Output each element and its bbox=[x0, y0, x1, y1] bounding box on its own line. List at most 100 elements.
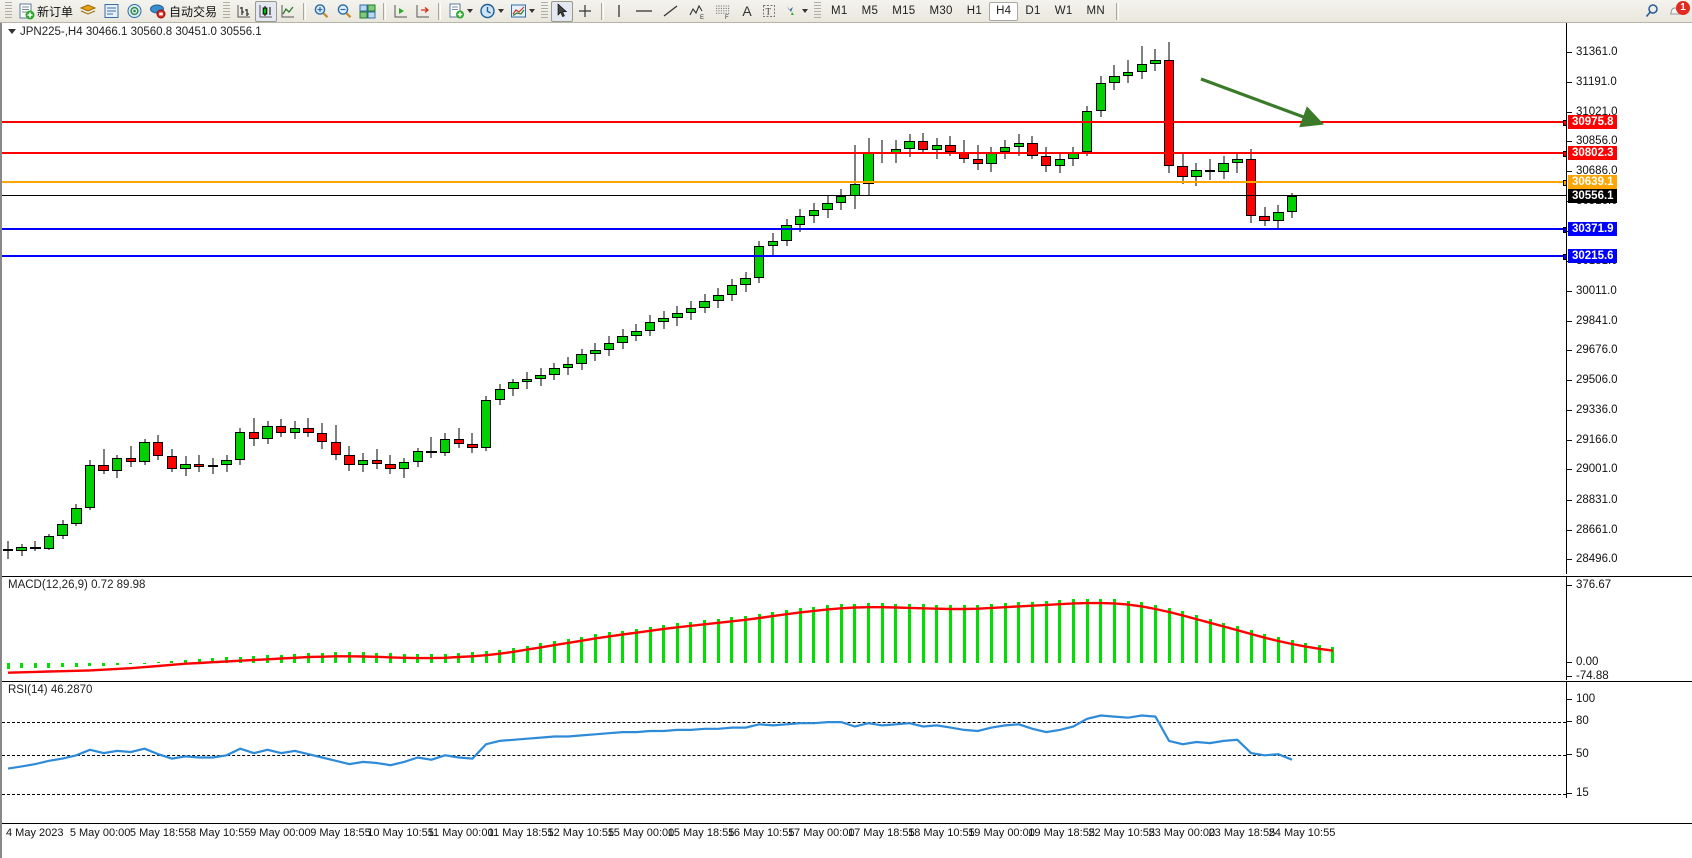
timeframe-h4[interactable]: H4 bbox=[989, 1, 1019, 21]
toolbar-grip[interactable] bbox=[5, 2, 12, 20]
price-tick: 28831.0 bbox=[1567, 494, 1618, 506]
crosshair-button[interactable] bbox=[573, 1, 597, 22]
navigator-button[interactable] bbox=[123, 1, 146, 22]
time-axis-label: 23 May 18:55 bbox=[1208, 827, 1276, 839]
toolbar-grip-3[interactable] bbox=[541, 2, 549, 20]
bar-chart-button[interactable] bbox=[233, 1, 255, 22]
templates-button[interactable] bbox=[507, 1, 538, 22]
vertical-line-button[interactable] bbox=[608, 1, 630, 22]
down-arrow-annotation[interactable] bbox=[1197, 73, 1337, 143]
indicators-button[interactable] bbox=[445, 1, 476, 22]
trendline-button[interactable] bbox=[658, 1, 684, 22]
timeframe-m30[interactable]: M30 bbox=[929, 5, 953, 17]
candlestick bbox=[658, 311, 669, 330]
cursor-button[interactable] bbox=[551, 0, 574, 22]
candlestick bbox=[685, 300, 697, 321]
chart-shift-button[interactable] bbox=[412, 1, 434, 22]
timeframe-mn[interactable]: MN bbox=[1086, 5, 1106, 17]
elliott-wave-button[interactable]: E bbox=[684, 1, 710, 22]
objects-button[interactable] bbox=[780, 1, 811, 22]
toolbar-grip-2[interactable] bbox=[223, 2, 231, 20]
price-scale[interactable]: 31361.031191.031021.030856.030686.030516… bbox=[1566, 23, 1692, 574]
price-tag-pivot-line[interactable]: 30639.1 bbox=[1568, 174, 1617, 189]
auto-scroll-button[interactable] bbox=[390, 1, 412, 22]
objects-dropdown-caret[interactable] bbox=[802, 9, 809, 13]
market-watch-button[interactable] bbox=[100, 1, 123, 22]
candlestick bbox=[1177, 152, 1188, 184]
notifications-button[interactable]: 1 bbox=[1664, 0, 1690, 22]
support-line[interactable] bbox=[2, 226, 1569, 233]
candlestick-chart-button[interactable] bbox=[255, 0, 278, 22]
candlestick bbox=[972, 144, 984, 170]
toolbar-separator-2 bbox=[383, 2, 387, 20]
time-axis-label: 5 May 18:55 bbox=[129, 827, 191, 839]
timeframe-d1[interactable]: D1 bbox=[1025, 5, 1041, 17]
support-line[interactable] bbox=[2, 254, 1569, 261]
time-axis-label: 9 May 18:55 bbox=[310, 827, 371, 839]
macd-histogram-bar bbox=[566, 638, 570, 664]
candlestick bbox=[43, 534, 55, 551]
macd-scale[interactable]: 376.67 0.00 -74.88 bbox=[1566, 577, 1692, 682]
rsi-pane[interactable]: RSI(14) 46.2870 100 80 50 15 bbox=[2, 681, 1692, 799]
indicators-dropdown-caret[interactable] bbox=[467, 9, 474, 13]
time-axis[interactable]: 4 May 2023 5 May 00:00 5 May 18:55 8 May 10… bbox=[2, 823, 1692, 847]
search-button[interactable] bbox=[1640, 1, 1664, 22]
chart-collapse-caret[interactable] bbox=[8, 29, 16, 35]
toolbar-grip-4[interactable] bbox=[814, 2, 822, 20]
candle-body-bearish bbox=[1040, 155, 1052, 167]
candle-body-bearish bbox=[945, 144, 956, 153]
templates-dropdown-caret[interactable] bbox=[529, 9, 536, 13]
macd-histogram-bar bbox=[1044, 600, 1048, 664]
timeframe-m5[interactable]: M5 bbox=[861, 5, 879, 17]
text-label-button[interactable]: T bbox=[758, 1, 780, 22]
profiles-button[interactable] bbox=[76, 1, 100, 22]
timeframe-m15[interactable]: M15 bbox=[892, 5, 916, 17]
macd-histogram-bar bbox=[976, 604, 980, 664]
new-order-button[interactable]: 新订单 bbox=[15, 1, 76, 22]
autotrading-button[interactable]: 自动交易 bbox=[146, 1, 220, 22]
macd-pane[interactable]: MACD(12,26,9) 0.72 89.98 376.67 0.00 -74.8… bbox=[2, 576, 1692, 682]
price-tag-support-line[interactable]: 30215.6 bbox=[1568, 249, 1617, 264]
candle-body-bullish bbox=[71, 507, 82, 524]
chart-area[interactable]: JPN225-,H4 30466.1 30560.8 30451.0 30556… bbox=[0, 23, 1692, 858]
line-chart-button[interactable] bbox=[277, 1, 299, 22]
candle-body-bullish bbox=[822, 203, 833, 211]
cursor-icon bbox=[557, 3, 568, 17]
candle-body-bullish bbox=[16, 546, 27, 552]
candlestick bbox=[1136, 45, 1147, 80]
text-button[interactable]: A bbox=[736, 1, 758, 22]
candle-body-bullish bbox=[521, 378, 533, 383]
price-tag-resistance-line[interactable]: 30975.8 bbox=[1568, 114, 1617, 129]
candlestick bbox=[398, 458, 410, 478]
tile-windows-button[interactable] bbox=[356, 1, 379, 22]
price-tag-support-line[interactable]: 30371.9 bbox=[1568, 221, 1617, 236]
price-tag-last-price-line[interactable]: 30556.1 bbox=[1568, 189, 1617, 204]
price-tag-resistance-line[interactable]: 30802.3 bbox=[1568, 145, 1617, 160]
price-plot[interactable] bbox=[2, 23, 1692, 574]
time-axis-label: 11 May 00:00 bbox=[427, 827, 494, 839]
candlestick bbox=[1122, 60, 1134, 83]
rsi-scale[interactable]: 100 80 50 15 bbox=[1566, 682, 1692, 799]
zoom-out-button[interactable] bbox=[333, 1, 356, 22]
macd-plot[interactable] bbox=[2, 577, 1692, 680]
resistance-line[interactable] bbox=[2, 119, 1569, 126]
candle-body-bearish bbox=[1177, 166, 1188, 177]
vertical-line-icon bbox=[618, 5, 620, 17]
horizontal-line-button[interactable] bbox=[630, 1, 658, 22]
rsi-plot[interactable] bbox=[2, 682, 1692, 798]
price-tick: 29001.0 bbox=[1567, 463, 1618, 475]
timeframe-h1[interactable]: H1 bbox=[966, 5, 983, 17]
price-pane[interactable]: JPN225-,H4 30466.1 30560.8 30451.0 30556… bbox=[2, 23, 1692, 574]
period-button[interactable] bbox=[476, 1, 507, 22]
last-price-line[interactable] bbox=[2, 195, 1566, 197]
fibonacci-button[interactable]: F bbox=[710, 1, 736, 22]
macd-histogram-bar bbox=[880, 603, 884, 664]
resistance-line[interactable] bbox=[2, 150, 1569, 157]
candle-body-bearish bbox=[153, 442, 164, 457]
timeframe-m1[interactable]: M1 bbox=[831, 5, 848, 17]
timeframe-w1[interactable]: W1 bbox=[1054, 5, 1073, 17]
period-dropdown-caret[interactable] bbox=[498, 9, 505, 13]
pivot-line[interactable] bbox=[2, 179, 1569, 186]
macd-histogram-bar bbox=[1003, 603, 1007, 664]
zoom-in-button[interactable] bbox=[310, 1, 333, 22]
